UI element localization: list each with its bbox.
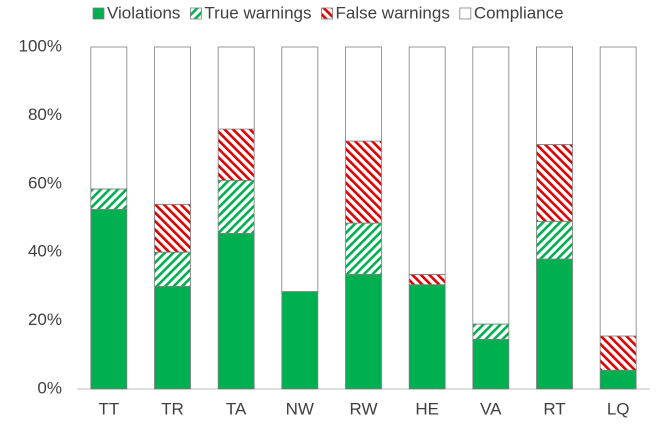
bar-segment — [472, 323, 510, 340]
x-tick-label: TA — [226, 399, 247, 418]
bar-segment — [217, 128, 255, 181]
legend-label: True warnings — [204, 3, 311, 22]
bar-segment — [536, 46, 573, 145]
y-tick-label: 0% — [37, 378, 62, 397]
legend-swatch — [321, 7, 333, 20]
bar-segment — [408, 284, 446, 390]
bar-segment — [472, 339, 510, 390]
x-tick-label: LQ — [607, 399, 630, 418]
bar-segment — [217, 232, 255, 390]
x-tick-label: RT — [543, 399, 565, 418]
bar-segment — [217, 46, 255, 130]
bar-segment — [154, 46, 191, 205]
y-tick-label: 20% — [28, 310, 62, 329]
bar-segment — [408, 274, 446, 286]
bar-segment — [536, 221, 573, 260]
bar-segment — [90, 188, 128, 210]
bar-segment — [408, 46, 446, 275]
x-tick-label: VA — [480, 399, 502, 418]
y-tick-label: 40% — [28, 242, 62, 261]
legend-swatch — [459, 7, 472, 20]
legend: Violations True warnings False warnings Com… — [92, 3, 564, 22]
bar-segment — [154, 203, 191, 253]
bar-segment — [472, 46, 510, 325]
bar-segment — [281, 291, 319, 390]
bar-segment — [90, 209, 128, 390]
bar-segment — [154, 285, 191, 390]
bar-segment — [599, 369, 637, 390]
x-tick-label: TR — [161, 399, 184, 418]
x-tick-label: RW — [349, 399, 377, 418]
bar-segment — [345, 140, 382, 224]
legend-label: False warnings — [336, 3, 450, 22]
bar-segment — [599, 46, 637, 337]
x-tick-label: NW — [286, 399, 314, 418]
x-tick-label: TT — [98, 399, 119, 418]
bar-segment — [345, 46, 382, 142]
bar-segment — [90, 46, 128, 190]
bar-segment — [345, 222, 382, 275]
y-tick-label: 60% — [28, 173, 62, 192]
legend-label: Compliance — [474, 3, 564, 22]
bar-segment — [599, 335, 637, 371]
legend-swatch — [190, 7, 202, 20]
y-tick-label: 100% — [19, 36, 62, 55]
bar-segment — [154, 251, 191, 287]
bar-segment — [345, 274, 382, 390]
bar-segment — [536, 258, 573, 390]
bar-segment — [281, 46, 319, 292]
legend-label: Violations — [107, 3, 180, 22]
bar-segment — [217, 179, 255, 234]
x-tick-label: HE — [415, 399, 439, 418]
y-tick-label: 80% — [28, 105, 62, 124]
bar-segment — [536, 144, 573, 222]
legend-swatch — [92, 7, 105, 20]
